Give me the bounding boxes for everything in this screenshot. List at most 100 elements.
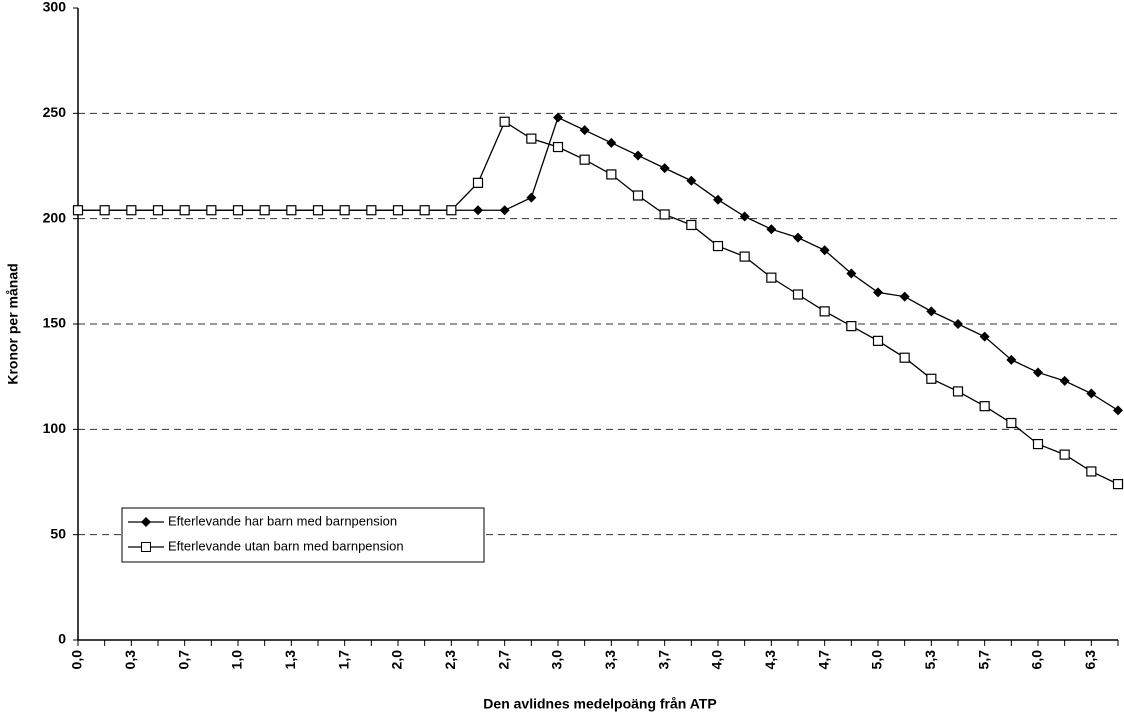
marker xyxy=(1032,438,1044,450)
y-tick-label: 250 xyxy=(43,104,67,120)
x-tick-label: 1,0 xyxy=(229,650,245,670)
series-line xyxy=(78,120,1119,485)
marker xyxy=(846,268,857,279)
marker xyxy=(419,205,430,216)
marker xyxy=(686,219,697,231)
marker xyxy=(873,287,883,298)
marker xyxy=(392,205,404,216)
x-tick-label: 3,0 xyxy=(549,650,565,670)
marker xyxy=(766,272,777,283)
marker xyxy=(926,306,937,317)
x-tick-label: 4,3 xyxy=(762,650,778,670)
marker xyxy=(979,331,990,342)
marker xyxy=(526,192,537,203)
marker xyxy=(952,386,964,397)
x-tick-label: 2,7 xyxy=(495,650,511,670)
x-tick-label: 4,0 xyxy=(709,650,725,670)
x-tick-label: 6,0 xyxy=(1029,650,1045,670)
marker xyxy=(473,205,483,216)
marker xyxy=(659,209,670,220)
marker xyxy=(713,194,723,205)
marker xyxy=(553,112,563,123)
marker xyxy=(152,205,164,216)
marker xyxy=(739,251,750,262)
y-tick-label: 0 xyxy=(58,631,66,647)
marker xyxy=(659,163,670,174)
y-tick-label: 150 xyxy=(43,315,67,331)
y-tick-label: 100 xyxy=(43,420,67,436)
marker xyxy=(366,205,377,216)
marker xyxy=(606,169,617,180)
marker xyxy=(579,125,590,136)
x-tick-label: 6,3 xyxy=(1082,650,1098,670)
x-tick-label: 1,7 xyxy=(335,650,351,670)
marker xyxy=(1006,354,1017,365)
marker xyxy=(206,205,217,216)
legend-marker xyxy=(141,542,151,552)
marker xyxy=(339,205,350,216)
marker xyxy=(1059,375,1070,386)
legend-label: Efterlevande utan barn med barnpension xyxy=(168,538,404,553)
marker xyxy=(633,150,643,161)
marker xyxy=(739,211,750,222)
x-tick-label: 2,0 xyxy=(389,650,405,670)
marker xyxy=(446,205,457,216)
marker xyxy=(1086,388,1097,399)
marker xyxy=(552,141,564,153)
x-axis-label: Den avlidnes medelpoäng från ATP xyxy=(483,696,716,712)
marker xyxy=(499,205,510,216)
marker xyxy=(766,224,777,235)
marker xyxy=(846,321,857,332)
marker xyxy=(1006,417,1017,429)
marker xyxy=(259,205,270,216)
legend-box xyxy=(121,507,485,563)
marker xyxy=(472,177,484,188)
marker xyxy=(286,205,297,216)
x-tick-label: 5,3 xyxy=(922,650,938,670)
x-tick-label: 0,7 xyxy=(175,650,191,670)
x-tick-label: 3,7 xyxy=(655,650,671,670)
x-tick-label: 5,7 xyxy=(975,650,991,670)
marker xyxy=(872,335,884,346)
y-tick-label: 300 xyxy=(43,0,67,15)
x-tick-label: 1,3 xyxy=(282,650,298,670)
marker xyxy=(72,205,84,216)
series-line xyxy=(78,116,1119,411)
marker xyxy=(819,245,830,256)
marker xyxy=(793,232,803,243)
marker xyxy=(606,137,617,148)
marker xyxy=(232,205,244,216)
marker xyxy=(632,190,644,201)
x-tick-label: 3,3 xyxy=(602,650,618,670)
marker xyxy=(819,306,830,317)
y-axis-label: Kronor per månad xyxy=(5,263,21,384)
y-tick-label: 50 xyxy=(50,525,66,541)
marker xyxy=(712,240,724,252)
marker xyxy=(1033,367,1043,378)
marker xyxy=(499,116,510,127)
legend-marker xyxy=(141,517,151,527)
y-tick-label: 200 xyxy=(43,209,67,225)
marker xyxy=(126,205,137,216)
marker xyxy=(953,319,963,329)
x-tick-label: 4,7 xyxy=(815,650,831,670)
marker xyxy=(1059,449,1070,460)
marker xyxy=(179,205,190,216)
marker xyxy=(1113,405,1123,416)
legend-label: Efterlevande har barn med barnpension xyxy=(168,513,397,528)
marker xyxy=(99,205,110,216)
marker xyxy=(1086,466,1097,477)
marker xyxy=(579,154,590,165)
marker xyxy=(792,289,804,300)
x-tick-label: 0,3 xyxy=(122,650,138,670)
marker xyxy=(686,175,697,186)
x-tick-label: 0,0 xyxy=(69,650,85,670)
marker xyxy=(1112,479,1124,490)
marker xyxy=(526,133,537,144)
marker xyxy=(979,401,990,412)
x-tick-label: 2,3 xyxy=(442,650,458,670)
marker xyxy=(926,373,937,384)
marker xyxy=(899,352,910,363)
marker xyxy=(899,291,910,302)
